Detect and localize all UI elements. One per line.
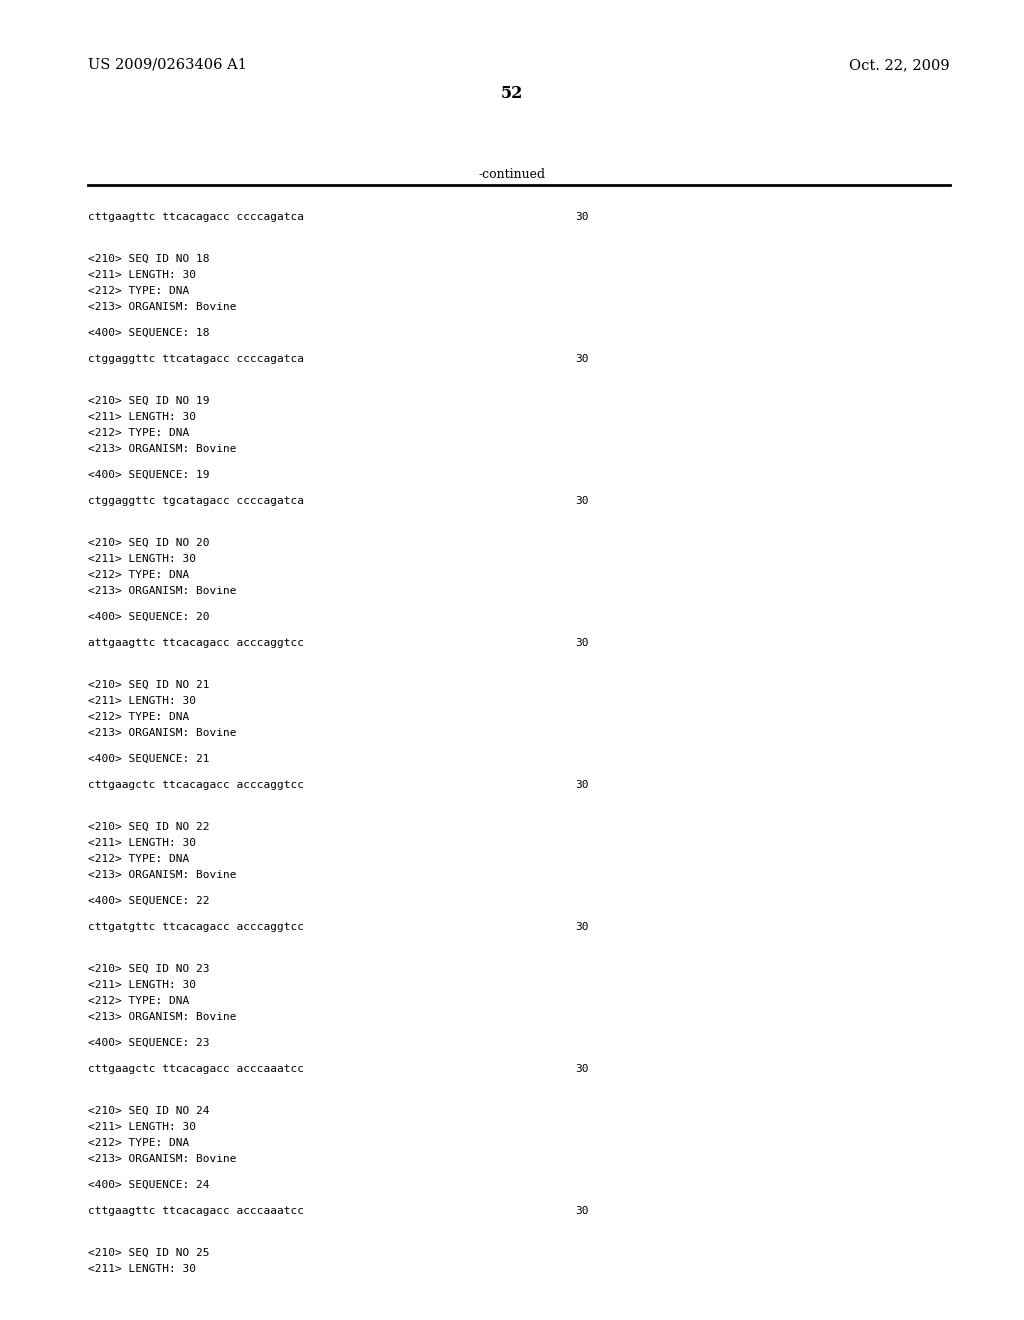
Text: <212> TYPE: DNA: <212> TYPE: DNA: [88, 854, 189, 865]
Text: <213> ORGANISM: Bovine: <213> ORGANISM: Bovine: [88, 444, 237, 454]
Text: <213> ORGANISM: Bovine: <213> ORGANISM: Bovine: [88, 870, 237, 880]
Text: <213> ORGANISM: Bovine: <213> ORGANISM: Bovine: [88, 302, 237, 312]
Text: <211> LENGTH: 30: <211> LENGTH: 30: [88, 271, 196, 280]
Text: <212> TYPE: DNA: <212> TYPE: DNA: [88, 428, 189, 438]
Text: <400> SEQUENCE: 19: <400> SEQUENCE: 19: [88, 470, 210, 480]
Text: 30: 30: [575, 638, 589, 648]
Text: <400> SEQUENCE: 23: <400> SEQUENCE: 23: [88, 1038, 210, 1048]
Text: <210> SEQ ID NO 18: <210> SEQ ID NO 18: [88, 253, 210, 264]
Text: Oct. 22, 2009: Oct. 22, 2009: [849, 58, 950, 73]
Text: 30: 30: [575, 921, 589, 932]
Text: cttgaagctc ttcacagacc acccaaatcc: cttgaagctc ttcacagacc acccaaatcc: [88, 1064, 304, 1074]
Text: 52: 52: [501, 84, 523, 102]
Text: attgaagttc ttcacagacc acccaggtcc: attgaagttc ttcacagacc acccaggtcc: [88, 638, 304, 648]
Text: <400> SEQUENCE: 21: <400> SEQUENCE: 21: [88, 754, 210, 764]
Text: 30: 30: [575, 1206, 589, 1216]
Text: <212> TYPE: DNA: <212> TYPE: DNA: [88, 286, 189, 296]
Text: <210> SEQ ID NO 20: <210> SEQ ID NO 20: [88, 539, 210, 548]
Text: 30: 30: [575, 1064, 589, 1074]
Text: <213> ORGANISM: Bovine: <213> ORGANISM: Bovine: [88, 1012, 237, 1022]
Text: <212> TYPE: DNA: <212> TYPE: DNA: [88, 711, 189, 722]
Text: <400> SEQUENCE: 20: <400> SEQUENCE: 20: [88, 612, 210, 622]
Text: <400> SEQUENCE: 24: <400> SEQUENCE: 24: [88, 1180, 210, 1191]
Text: ctggaggttc tgcatagacc ccccagatca: ctggaggttc tgcatagacc ccccagatca: [88, 496, 304, 506]
Text: 30: 30: [575, 213, 589, 222]
Text: <212> TYPE: DNA: <212> TYPE: DNA: [88, 1138, 189, 1148]
Text: 30: 30: [575, 354, 589, 364]
Text: cttgaagttc ttcacagacc ccccagatca: cttgaagttc ttcacagacc ccccagatca: [88, 213, 304, 222]
Text: <212> TYPE: DNA: <212> TYPE: DNA: [88, 570, 189, 579]
Text: -continued: -continued: [478, 168, 546, 181]
Text: <213> ORGANISM: Bovine: <213> ORGANISM: Bovine: [88, 729, 237, 738]
Text: US 2009/0263406 A1: US 2009/0263406 A1: [88, 58, 247, 73]
Text: cttgatgttc ttcacagacc acccaggtcc: cttgatgttc ttcacagacc acccaggtcc: [88, 921, 304, 932]
Text: <211> LENGTH: 30: <211> LENGTH: 30: [88, 412, 196, 422]
Text: <400> SEQUENCE: 22: <400> SEQUENCE: 22: [88, 896, 210, 906]
Text: <210> SEQ ID NO 24: <210> SEQ ID NO 24: [88, 1106, 210, 1115]
Text: <210> SEQ ID NO 22: <210> SEQ ID NO 22: [88, 822, 210, 832]
Text: <210> SEQ ID NO 23: <210> SEQ ID NO 23: [88, 964, 210, 974]
Text: <212> TYPE: DNA: <212> TYPE: DNA: [88, 997, 189, 1006]
Text: <211> LENGTH: 30: <211> LENGTH: 30: [88, 1122, 196, 1133]
Text: cttgaagctc ttcacagacc acccaggtcc: cttgaagctc ttcacagacc acccaggtcc: [88, 780, 304, 789]
Text: <210> SEQ ID NO 21: <210> SEQ ID NO 21: [88, 680, 210, 690]
Text: cttgaagttc ttcacagacc acccaaatcc: cttgaagttc ttcacagacc acccaaatcc: [88, 1206, 304, 1216]
Text: <213> ORGANISM: Bovine: <213> ORGANISM: Bovine: [88, 1154, 237, 1164]
Text: 30: 30: [575, 496, 589, 506]
Text: <213> ORGANISM: Bovine: <213> ORGANISM: Bovine: [88, 586, 237, 597]
Text: <210> SEQ ID NO 19: <210> SEQ ID NO 19: [88, 396, 210, 407]
Text: <210> SEQ ID NO 25: <210> SEQ ID NO 25: [88, 1247, 210, 1258]
Text: <400> SEQUENCE: 18: <400> SEQUENCE: 18: [88, 327, 210, 338]
Text: <211> LENGTH: 30: <211> LENGTH: 30: [88, 696, 196, 706]
Text: <211> LENGTH: 30: <211> LENGTH: 30: [88, 554, 196, 564]
Text: <211> LENGTH: 30: <211> LENGTH: 30: [88, 1265, 196, 1274]
Text: ctggaggttc ttcatagacc ccccagatca: ctggaggttc ttcatagacc ccccagatca: [88, 354, 304, 364]
Text: <211> LENGTH: 30: <211> LENGTH: 30: [88, 838, 196, 847]
Text: <211> LENGTH: 30: <211> LENGTH: 30: [88, 979, 196, 990]
Text: 30: 30: [575, 780, 589, 789]
